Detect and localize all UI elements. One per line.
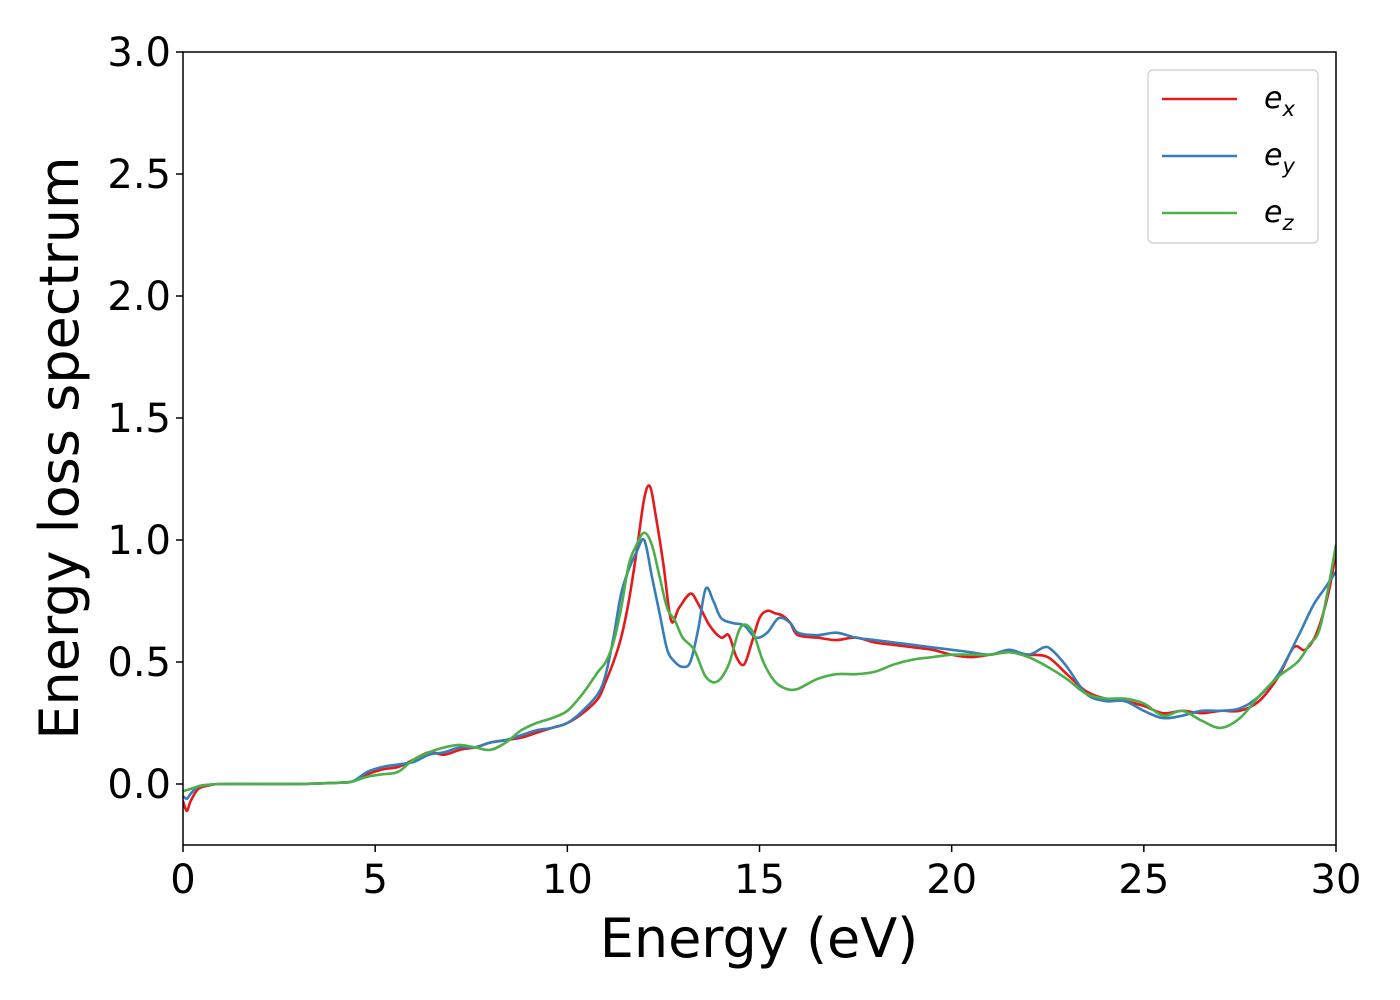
legend-label-y: ey: [1264, 138, 1295, 178]
legend-label-base: e: [1264, 81, 1282, 116]
y-tick-label: 2.5: [107, 152, 171, 198]
legend-label-subscript: z: [1281, 211, 1294, 235]
y-tick-label: 2.0: [107, 274, 171, 320]
x-tick-label: 30: [1311, 857, 1362, 903]
x-tick-label: 15: [734, 857, 785, 903]
x-tick-label: 25: [1118, 857, 1169, 903]
y-tick-label: 1.0: [107, 518, 171, 564]
x-tick-label: 20: [926, 857, 977, 903]
legend-label-base: e: [1264, 138, 1282, 173]
y-tick-label: 1.5: [107, 396, 171, 442]
series-line-z: [183, 531, 1336, 793]
x-tick-label: 0: [170, 857, 195, 903]
legend-label-x: ex: [1264, 81, 1295, 121]
x-tick-label: 10: [542, 857, 593, 903]
y-axis: 0.0 0.5 1.0 1.5 2.0 2.5 3.0: [107, 30, 183, 808]
legend-label-subscript: x: [1281, 97, 1295, 121]
x-axis: 0 5 10 15 20 25 30: [170, 845, 1361, 903]
series-layer: [183, 484, 1336, 813]
legend-label-z: ez: [1264, 195, 1294, 235]
y-tick-label: 0.0: [107, 762, 171, 808]
y-axis-title: Energy loss spectrum: [28, 156, 91, 739]
y-tick-label: 0.5: [107, 640, 171, 686]
legend-label-subscript: y: [1281, 154, 1295, 178]
x-tick-label: 5: [362, 857, 387, 903]
x-axis-title: Energy (eV): [600, 907, 919, 970]
legend-label-base: e: [1264, 195, 1282, 230]
series-line-y: [183, 537, 1336, 800]
y-tick-label: 3.0: [107, 30, 171, 76]
